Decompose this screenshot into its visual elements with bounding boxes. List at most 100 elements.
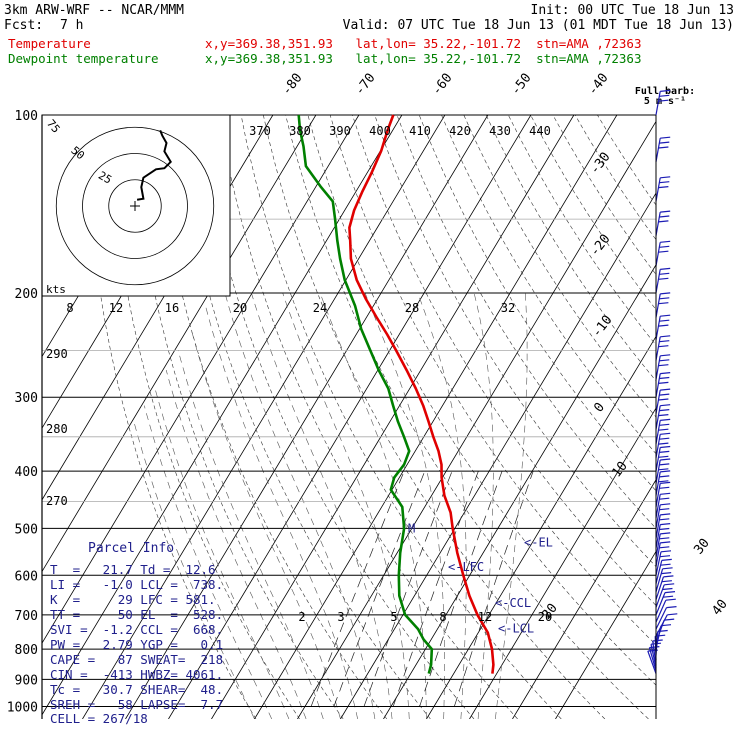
- moist-adiabat-line: [224, 292, 376, 719]
- wind-barb-flag: [659, 319, 670, 322]
- wind-barb-flag: [658, 220, 669, 223]
- background-lines: [42, 115, 656, 719]
- mixing-ratio-label: 8: [439, 610, 446, 624]
- wind-barb-flag: [659, 393, 670, 396]
- pressure-tick-label: 100: [15, 109, 38, 124]
- wind-barb-flag: [667, 613, 678, 616]
- wind-barb-staff: [655, 584, 665, 608]
- wind-barb-flag: [658, 302, 669, 305]
- wind-barb-staff: [655, 614, 668, 637]
- wind-barb-staff: [655, 138, 661, 162]
- wind-barb-staff: [655, 459, 661, 484]
- dry-adiabat-line: [196, 115, 475, 719]
- level-marker-lfc: <-LFC: [448, 560, 484, 574]
- theta-label: 440: [529, 124, 551, 138]
- wind-barb-staff: [650, 644, 657, 668]
- wind-barb-flag: [660, 492, 671, 495]
- dewpoint-line: [297, 114, 434, 674]
- wind-barb-staff: [655, 355, 661, 380]
- wind-barb-flag: [658, 146, 669, 149]
- wind-barb-flag: [662, 587, 673, 591]
- parcel-info-title: Parcel Info: [88, 541, 174, 556]
- moist-adiabat-line: [177, 350, 324, 719]
- wind-barb-flag: [660, 481, 671, 484]
- wind-barb-staff: [655, 504, 661, 529]
- mixing-ratio-label: 5: [390, 610, 397, 624]
- wind-barb-flag: [661, 558, 672, 561]
- isotherm-line: [297, 120, 656, 719]
- pressure-tick-label: 800: [15, 643, 38, 658]
- wind-barb-flag: [660, 404, 671, 407]
- wind-barb-flag: [649, 646, 660, 649]
- wind-barb-staff: [655, 434, 661, 459]
- wind-barb-flag: [659, 555, 671, 558]
- wind-barb-flag: [660, 292, 671, 295]
- hodograph-ring: [55, 126, 215, 286]
- wind-barb-staff: [655, 447, 661, 472]
- hodograph-ring-label: 25: [96, 169, 114, 187]
- wind-barb-flag: [660, 541, 671, 544]
- wind-barb-flag: [660, 445, 671, 449]
- dry-adiabat-line: [508, 115, 656, 346]
- theta-e-label: 32: [501, 301, 515, 315]
- wind-barb-staff: [655, 242, 661, 267]
- wind-barb-flag: [659, 508, 670, 511]
- isotherm-line: [42, 115, 317, 573]
- dry-adiabat-line: [151, 115, 388, 719]
- mixing-ratio-label: 12: [478, 610, 492, 624]
- wind-barb-flag: [658, 428, 669, 431]
- parcel-row: TT = 50 EL = 528.: [50, 607, 223, 622]
- dewpoint-legend-info: x,y=369.38,351.93 lat,lon= 35.22,-101.72…: [205, 51, 642, 66]
- wind-barb-flag: [658, 455, 669, 458]
- wind-barb-flag: [660, 532, 671, 535]
- pressure-tick-label: 400: [15, 465, 38, 480]
- isotherm-line: [340, 192, 656, 719]
- parcel-info-panel: Parcel Info T = 21.7 Td = 12.6 LI = -1.0…: [50, 541, 223, 726]
- init-time: Init: 00 UTC Tue 18 Jun 13: [531, 3, 735, 18]
- dry-adiabat-line: [129, 115, 344, 719]
- wind-barb-flag: [659, 537, 670, 540]
- wind-barb-flag: [659, 486, 670, 489]
- wind-barb-flag: [658, 480, 669, 483]
- parcel-row: T = 21.7 Td = 12.6: [50, 562, 216, 577]
- hodograph-trace: [136, 130, 172, 201]
- temperature-line: [348, 114, 495, 674]
- barb-key-units: 5 m s⁻¹: [644, 96, 686, 107]
- wind-barb-flag: [659, 141, 670, 144]
- wind-barb-flag: [660, 89, 671, 92]
- theta-e-label: 28: [405, 301, 419, 315]
- moist-adiabat-line: [495, 292, 528, 719]
- parcel-row: CAPE = 87 SWEAT= 218: [50, 652, 223, 667]
- level-500-marker: M: [408, 521, 415, 535]
- theta-label: 400: [369, 124, 391, 138]
- wind-barb-flag: [659, 450, 670, 453]
- theta-label: 410: [409, 124, 431, 138]
- isotherm-line: [383, 264, 656, 719]
- parcel-row: Tc = 30.7 SHEAR= 48.: [50, 682, 223, 697]
- mixing-ratio-line: [333, 470, 426, 707]
- wind-barb-staff: [655, 420, 661, 445]
- isotherm-label: -60: [429, 71, 455, 99]
- mixing-ratio-line: [310, 470, 405, 707]
- wind-barb-flag: [658, 414, 669, 417]
- fcst-label: Fcst:: [4, 18, 43, 33]
- hodograph-ring: [108, 179, 162, 233]
- wind-barb-flag: [658, 186, 669, 189]
- sounding-profiles: [297, 114, 495, 674]
- wind-barb-staff: [655, 316, 661, 340]
- valid-time: Valid: 07 UTC Tue 18 Jun 13 (01 MDT Tue …: [343, 18, 734, 33]
- hodograph-units: kts: [46, 283, 66, 296]
- wind-barb-flag: [660, 418, 671, 421]
- dry-adiabat-line: [173, 115, 431, 719]
- wind-barb-flag: [660, 354, 671, 357]
- wind-barb-staff: [655, 483, 661, 508]
- wind-barb-staff: [655, 576, 664, 600]
- theta-label: 430: [489, 124, 511, 138]
- wind-barb-flag: [660, 267, 671, 270]
- temperature-legend-label: Temperature: [8, 36, 91, 51]
- wind-barb-flag: [659, 546, 670, 549]
- wind-barb-flag: [660, 240, 671, 243]
- isotherm-label: -40: [585, 71, 611, 99]
- wind-barb-flag: [658, 442, 669, 445]
